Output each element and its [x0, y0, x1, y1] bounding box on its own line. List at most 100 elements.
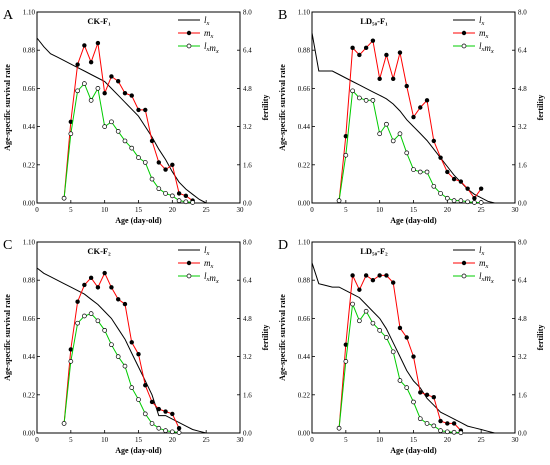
point-mx [350, 273, 355, 278]
y-tick-label: 0.44 [298, 123, 311, 131]
panel-title: LD₅₀-F₁ [360, 16, 388, 26]
point-lxmx [424, 421, 430, 426]
y2-axis-label: fertility [261, 325, 270, 351]
y-tick-label: 0.00 [23, 430, 36, 438]
y-axis-label: Age-specific survival rate [278, 294, 287, 381]
point-mx [418, 390, 423, 395]
point-mx [451, 176, 457, 182]
x-tick-label: 10 [376, 436, 384, 444]
point-lxmx [122, 138, 128, 144]
point-mx [156, 406, 161, 412]
x-tick-label: 15 [410, 436, 418, 444]
legend-marker-mx [186, 260, 192, 266]
x-tick-label: 15 [410, 206, 418, 214]
legend-label-mx: mx [479, 258, 489, 270]
x-tick-label: 20 [169, 206, 177, 214]
x-tick-label: 20 [444, 436, 452, 444]
x-tick-label: 5 [69, 206, 73, 214]
point-lxmx [350, 301, 355, 307]
point-lxmx [397, 131, 403, 137]
point-lxmx [183, 199, 189, 205]
point-lxmx [149, 176, 155, 182]
point-mx [149, 138, 155, 144]
point-lxmx [156, 425, 162, 431]
y-tick-label: 1.10 [298, 239, 311, 247]
point-mx [82, 282, 87, 288]
point-lxmx [122, 363, 128, 369]
y2-tick-label: 0.0 [518, 430, 527, 438]
point-lxmx [95, 86, 101, 91]
point-lxmx [370, 97, 376, 103]
point-mx [404, 83, 409, 89]
legend-marker-lxmx [186, 273, 192, 279]
point-lxmx [136, 397, 141, 402]
point-mx [343, 133, 349, 139]
y-tick-label: 0.22 [298, 391, 311, 399]
plot-frame [36, 241, 241, 434]
y-axis-label: Age-specific survival rate [3, 64, 12, 151]
point-lxmx [424, 169, 430, 175]
chart-panel-a: 0 5 10 15 20 25 30 0.00 0.22 0.44 0.66 0.88 1.10 0.0 1… [3, 8, 270, 225]
y2-tick-label: 6.4 [518, 277, 527, 285]
plot-frame [311, 11, 516, 204]
x-axis-label: Age (day-old) [390, 216, 437, 225]
x-tick-label: 0 [310, 436, 314, 444]
panel-title: CK-F₁ [87, 16, 111, 26]
point-lxmx [357, 318, 362, 324]
series-line-lx [36, 267, 207, 434]
x-axis-label: Age (day-old) [390, 446, 437, 455]
point-mx [129, 340, 134, 345]
x-tick-label: 25 [478, 436, 486, 444]
point-mx [163, 409, 168, 414]
point-mx [472, 196, 477, 201]
point-mx [116, 297, 121, 302]
legend-label-lx: lx [204, 245, 210, 257]
point-mx [384, 273, 389, 278]
point-mx [357, 287, 362, 292]
point-lxmx [343, 152, 349, 158]
point-mx [438, 155, 443, 160]
point-mx [397, 325, 403, 331]
y-tick-label: 0.00 [298, 200, 311, 208]
legend-label-lxmx: lxmx [204, 41, 219, 55]
x-tick-label: 10 [101, 436, 109, 444]
y2-tick-label: 0.0 [243, 430, 252, 438]
point-mx [88, 59, 94, 65]
point-lxmx [61, 195, 67, 201]
point-lxmx [472, 200, 477, 205]
y-tick-label: 0.22 [298, 161, 311, 169]
point-lxmx [115, 354, 121, 359]
y2-tick-label: 1.6 [243, 391, 252, 399]
y2-tick-label: 3.2 [518, 353, 527, 361]
y-tick-label: 0.00 [23, 200, 36, 208]
point-mx [357, 52, 362, 58]
point-lxmx [431, 423, 437, 429]
point-mx [68, 347, 74, 352]
point-mx [143, 107, 148, 113]
point-lxmx [417, 169, 423, 175]
y-tick-label: 0.88 [23, 47, 36, 55]
y-tick-label: 0.88 [298, 47, 311, 55]
x-tick-label: 25 [478, 206, 486, 214]
series-line-lxmx [63, 313, 180, 433]
chart-panel-c: 0 5 10 15 20 25 30 0.00 0.22 0.44 0.66 0.88 1.10 0.0 1… [3, 238, 270, 455]
point-mx [88, 275, 94, 281]
point-mx [122, 301, 128, 307]
y2-tick-label: 6.4 [243, 277, 252, 285]
legend-label-lx: lx [204, 15, 210, 27]
y2-tick-label: 8.0 [243, 9, 252, 17]
point-lxmx [176, 430, 182, 435]
y-tick-label: 0.66 [23, 85, 36, 93]
x-tick-label: 5 [344, 436, 348, 444]
point-lxmx [458, 198, 464, 203]
point-lxmx [169, 429, 175, 435]
point-lxmx [336, 425, 342, 431]
x-tick-label: 30 [237, 206, 245, 214]
y2-tick-label: 0.0 [518, 200, 527, 208]
point-mx [122, 90, 128, 96]
panel-letter: B [278, 8, 287, 23]
legend-marker-mx [186, 30, 192, 36]
legend-label-mx: mx [204, 258, 214, 270]
point-lxmx [438, 428, 443, 433]
point-lxmx [390, 349, 396, 355]
